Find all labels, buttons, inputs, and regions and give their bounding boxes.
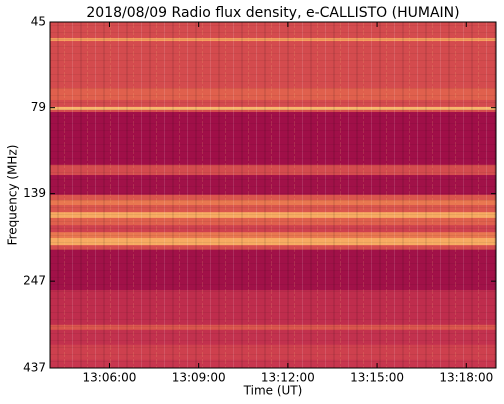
y-tick-label: 79 xyxy=(31,100,46,114)
y-tick-label: 45 xyxy=(31,15,46,29)
chart-title: 2018/08/09 Radio flux density, e-CALLIST… xyxy=(86,5,459,21)
x-axis-label: Time (UT) xyxy=(243,384,303,398)
x-tick-label: 13:15:00 xyxy=(350,371,404,385)
y-axis-label: Frequency (MHz) xyxy=(6,145,20,246)
y-tick-label: 437 xyxy=(23,361,46,375)
x-tick-label: 13:12:00 xyxy=(261,371,315,385)
x-tick-label: 13:06:00 xyxy=(83,371,137,385)
y-tick-label: 247 xyxy=(23,274,46,288)
x-tick-label: 13:09:00 xyxy=(172,371,226,385)
plot-frame xyxy=(49,21,497,369)
x-tick-label: 13:18:00 xyxy=(439,371,493,385)
texture xyxy=(50,22,496,368)
y-tick-label: 139 xyxy=(23,186,46,200)
